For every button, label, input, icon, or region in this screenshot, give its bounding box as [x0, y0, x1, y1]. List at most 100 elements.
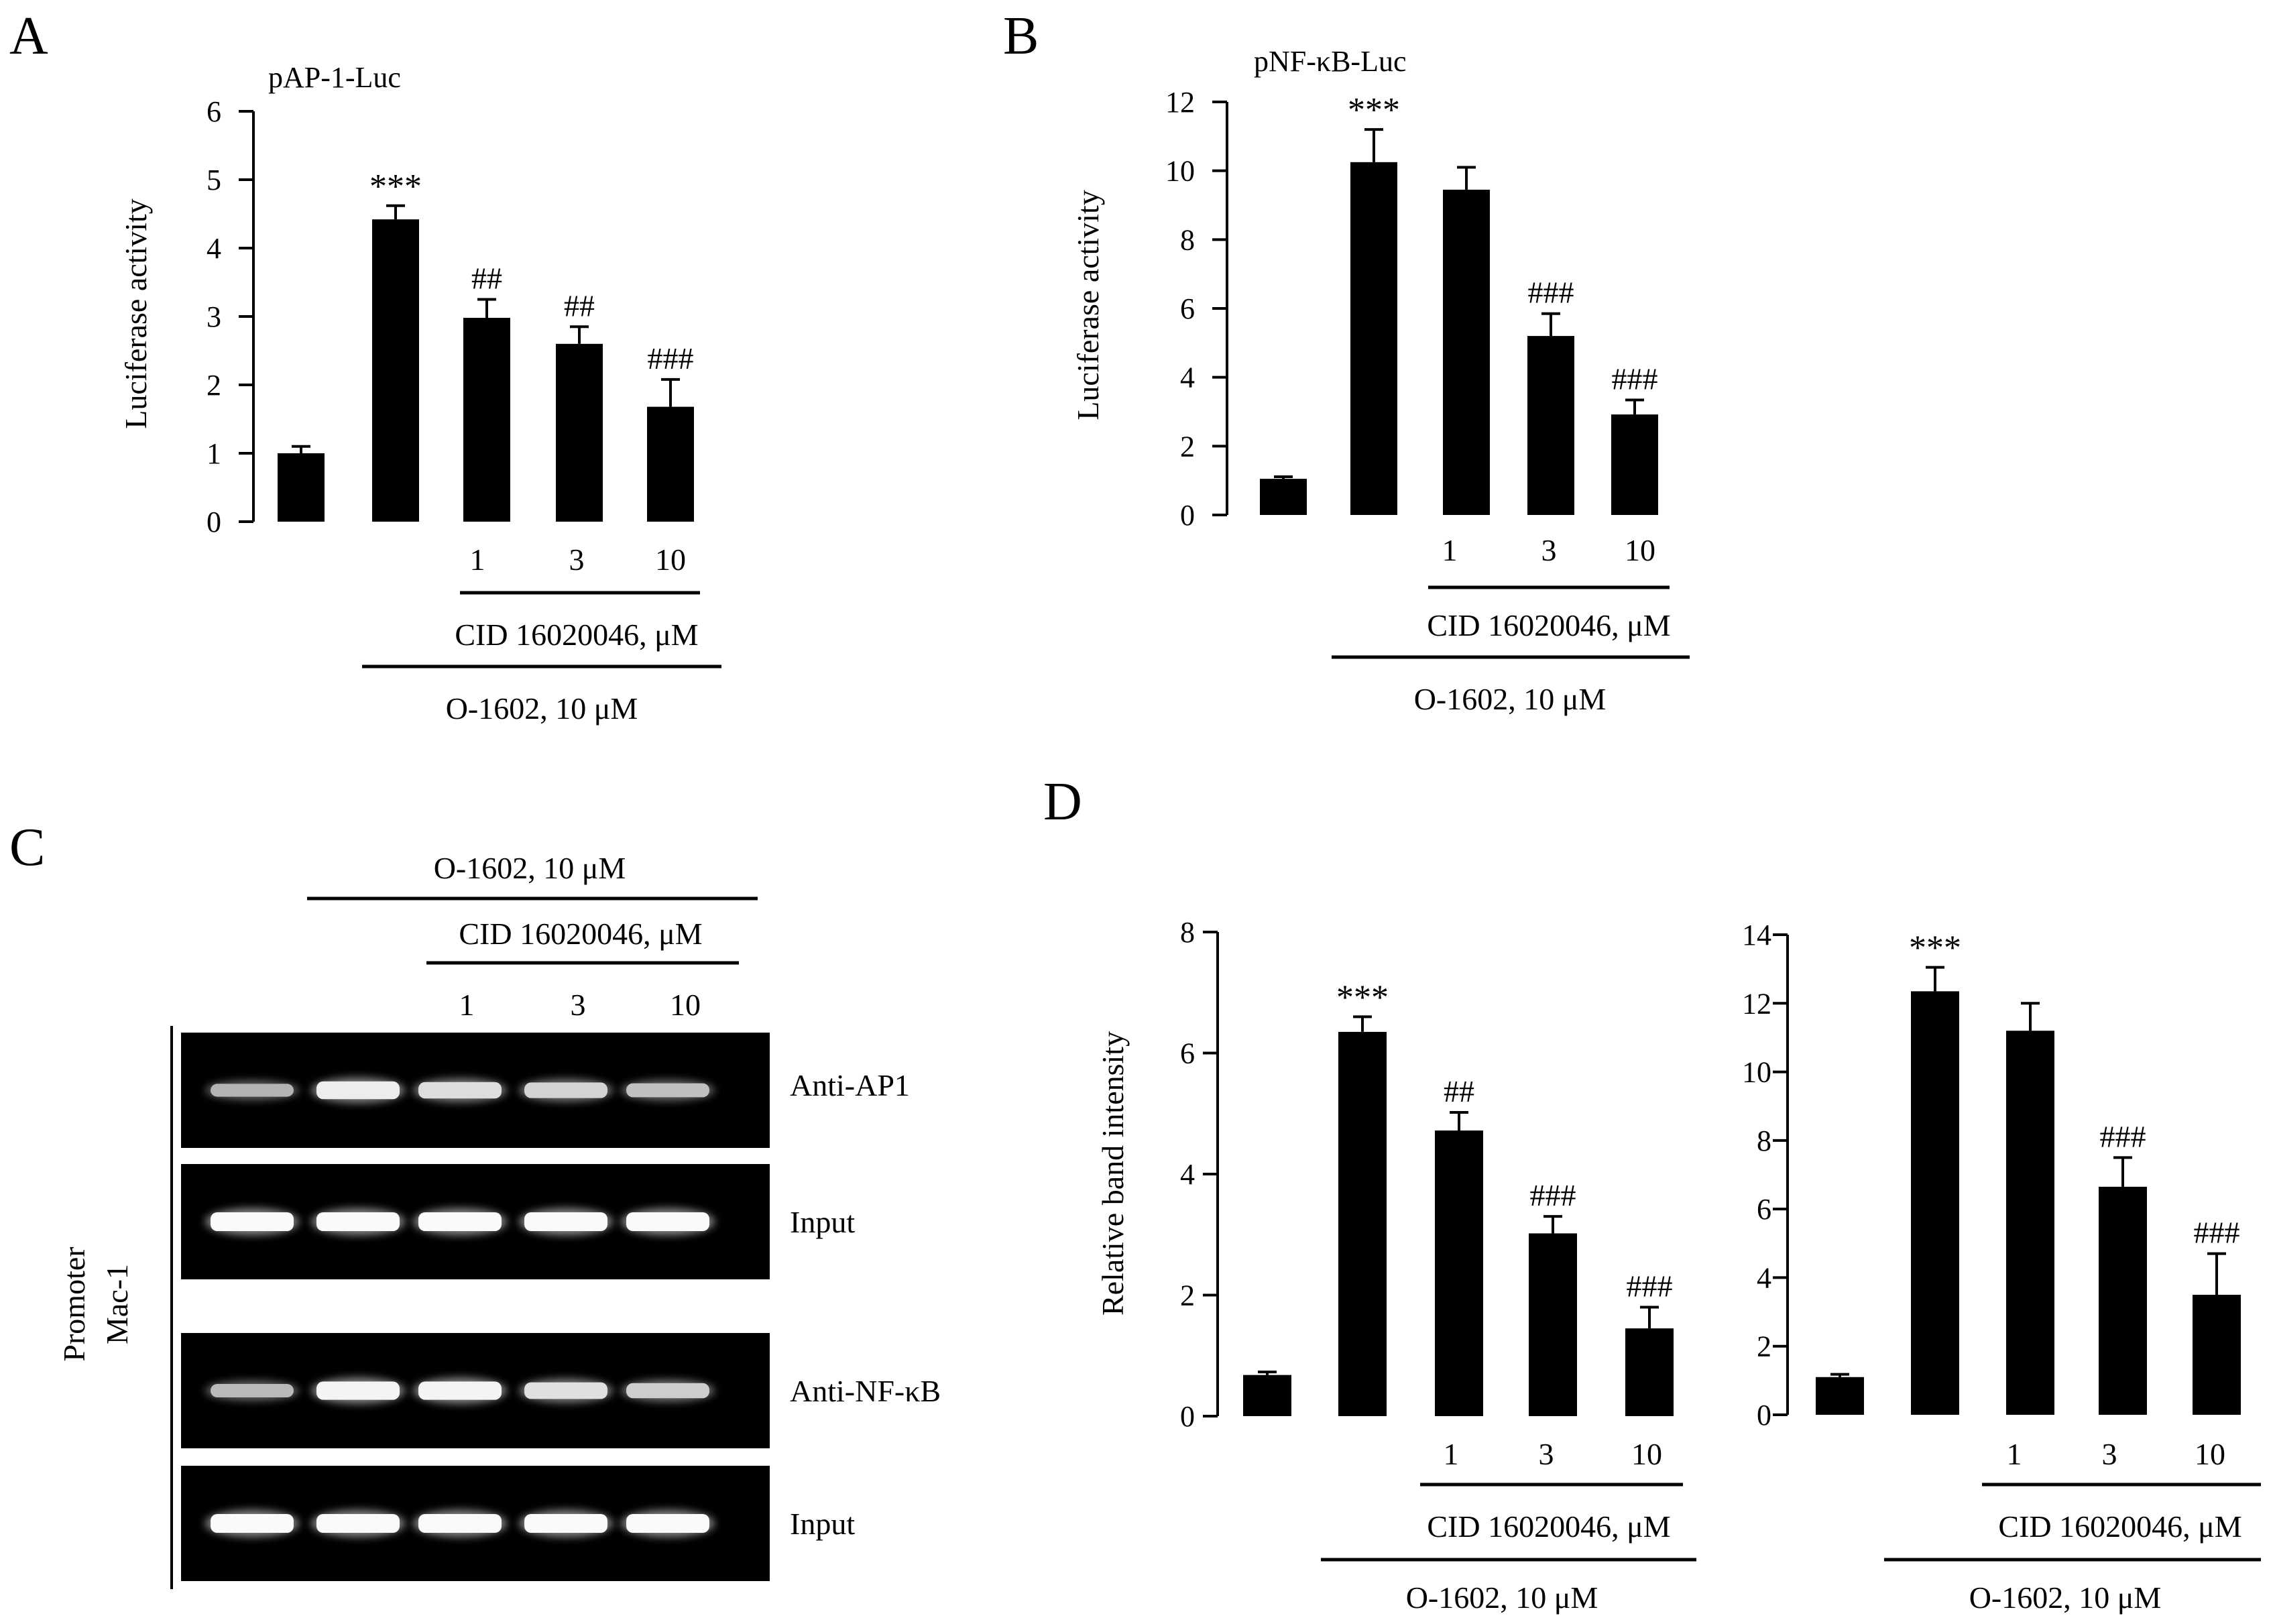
gel-band: [316, 1381, 400, 1400]
cid-label: CID 16020046, μM: [1427, 1509, 1670, 1544]
dose-label-3: 3: [2102, 1437, 2117, 1471]
significance-label: ###: [2100, 1119, 2146, 1153]
y-tick-label: 4: [207, 232, 221, 265]
y-tick-label: 1: [207, 437, 221, 470]
gel-band: [211, 1514, 294, 1533]
gel-band: [626, 1083, 709, 1098]
bar: [647, 406, 694, 522]
gel-row-label: Anti-AP1: [790, 1068, 910, 1102]
dose-label-1: 1: [1442, 533, 1458, 567]
dose-label-1: 1: [2007, 1437, 2022, 1471]
significance-label: ###: [1530, 1178, 1576, 1212]
y-tick-label: 0: [207, 506, 221, 538]
bar: [1435, 1130, 1483, 1416]
panel-letter-d: D: [1043, 772, 1082, 831]
cid-label: CID 16020046, μM: [455, 618, 698, 652]
bar: [1260, 479, 1307, 515]
gel-row-input-2: Input: [181, 1466, 855, 1581]
dose-label-3: 3: [1541, 533, 1557, 567]
y-tick-label: 6: [1180, 1037, 1195, 1070]
chart-d-nfkb: 0 2 4 6 8 10 12 14 *** ### ###: [1742, 919, 2241, 1432]
gel-band: [524, 1514, 607, 1533]
y-tick-label: 6: [207, 95, 221, 128]
treatment-labels-d-right: 1 3 10 CID 16020046, μM O-1602, 10 μM: [1884, 1437, 2261, 1615]
dose-label-10: 10: [1625, 533, 1655, 567]
dose-label-3: 3: [569, 542, 585, 577]
gel-band: [524, 1082, 607, 1098]
gel-band: [626, 1212, 709, 1231]
bar: [1625, 1328, 1674, 1416]
chart-b-ylabel: Luciferase activity: [1071, 190, 1105, 420]
cid-label: CID 16020046, μM: [1998, 1509, 2241, 1544]
panel-letter-a: A: [9, 7, 48, 66]
significance-label: ###: [1528, 276, 1574, 310]
gel-row-label: Anti-NF-κB: [790, 1374, 941, 1408]
chart-d-ylabel: Relative band intensity: [1096, 1031, 1130, 1316]
gel-band: [418, 1212, 502, 1231]
gel-band: [211, 1384, 294, 1397]
y-tick-label: 4: [1180, 1158, 1195, 1191]
chart-a: pAP-1-Luc Luciferase activity 0 1 2 3 4 5 6 ***…: [119, 61, 694, 538]
treatment-labels-a: 1 3 10 CID 16020046, μM O-1602, 10 μM: [362, 542, 721, 726]
chart-b: pNF-κB-Luc Luciferase activity 0 2 4 6 8 10 12…: [1071, 45, 1658, 532]
y-tick-label: 14: [1742, 919, 1771, 951]
gel-band: [524, 1212, 607, 1231]
y-tick-label: 10: [1165, 155, 1195, 188]
bar: [1350, 162, 1397, 516]
significance-label: ###: [648, 341, 694, 375]
significance-label: ##: [564, 288, 595, 323]
mac1-label: Mac-1: [100, 1264, 134, 1344]
gel-row-input-1: Input: [181, 1164, 855, 1279]
promoter-label: Promoter: [57, 1246, 91, 1361]
y-tick-label: 12: [1742, 987, 1771, 1020]
bar: [1338, 1031, 1387, 1416]
bar: [1911, 991, 1959, 1415]
significance-label: ###: [2194, 1216, 2240, 1250]
gel-row-label: Input: [790, 1205, 855, 1239]
cid-label: CID 16020046, μM: [459, 917, 702, 951]
gel-band: [316, 1081, 400, 1100]
dose-label-1: 1: [1444, 1437, 1459, 1471]
o1602-label: O-1602, 10 μM: [1406, 1580, 1598, 1615]
panel-letter-b: B: [1003, 7, 1039, 66]
gel-row-anti-nfkb: Anti-NF-κB: [181, 1333, 941, 1448]
dose-label-10: 10: [670, 988, 701, 1022]
gel-band: [316, 1514, 400, 1533]
bar: [556, 343, 603, 522]
gel-row-label: Input: [790, 1507, 855, 1541]
gel-header: O-1602, 10 μM CID 16020046, μM 1 3 10: [307, 851, 758, 1022]
significance-label: ***: [1909, 929, 1961, 968]
y-tick-label: 2: [1757, 1330, 1771, 1363]
dose-label-1: 1: [470, 542, 485, 577]
y-tick-label: 8: [1180, 916, 1195, 949]
gel-band: [418, 1381, 502, 1400]
gel-row-anti-ap1: Anti-AP1: [181, 1033, 910, 1148]
bar: [463, 318, 510, 522]
significance-label: ***: [1348, 91, 1400, 129]
gel-band: [316, 1212, 400, 1231]
chart-a-title: pAP-1-Luc: [268, 61, 401, 94]
y-tick-label: 0: [1180, 1400, 1195, 1433]
bar: [2193, 1295, 2241, 1415]
y-tick-label: 3: [207, 300, 221, 333]
significance-label: ##: [471, 262, 502, 296]
y-tick-label: 4: [1180, 361, 1195, 394]
dose-label-1: 1: [459, 988, 475, 1022]
o1602-label: O-1602, 10 μM: [1969, 1580, 2162, 1615]
significance-label: ***: [1336, 978, 1389, 1017]
dose-label-3: 3: [571, 988, 586, 1022]
y-tick-label: 2: [1180, 1279, 1195, 1312]
bar: [1816, 1377, 1864, 1415]
gel-band: [626, 1383, 709, 1399]
bar: [2006, 1031, 2054, 1415]
y-tick-label: 4: [1757, 1261, 1771, 1294]
significance-label: ##: [1444, 1074, 1474, 1108]
significance-label: ###: [1627, 1269, 1673, 1303]
y-tick-label: 6: [1180, 292, 1195, 325]
gel-band: [418, 1082, 502, 1099]
y-tick-label: 10: [1742, 1056, 1771, 1089]
chart-a-ylabel: Luciferase activity: [119, 198, 153, 429]
y-tick-label: 12: [1165, 86, 1195, 119]
